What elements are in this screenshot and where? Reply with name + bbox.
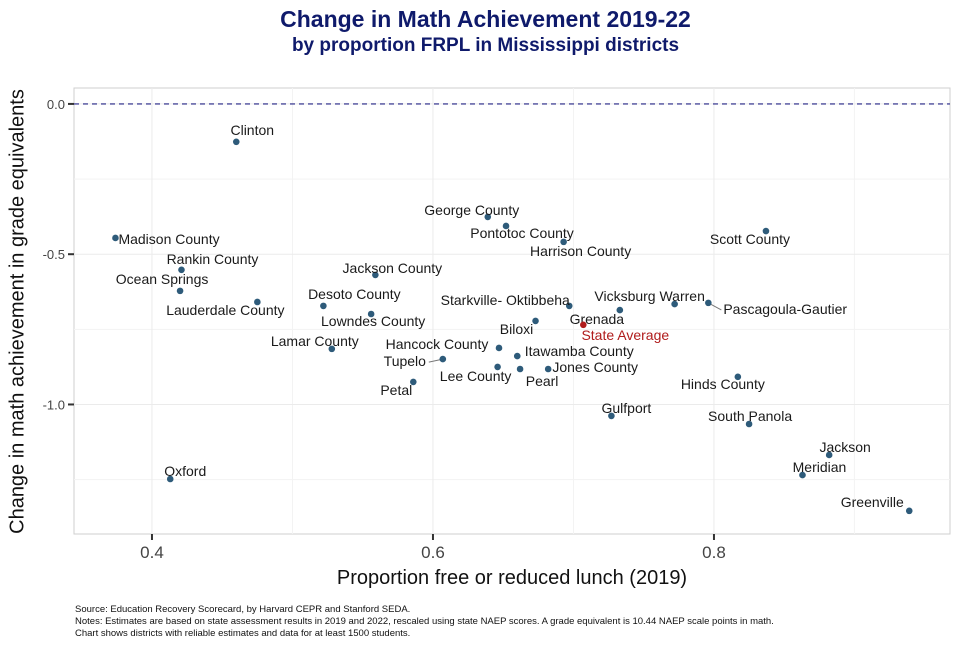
data-point — [745, 420, 753, 428]
data-point — [410, 378, 417, 386]
data-label: Pascagoula-Gautier — [723, 301, 847, 317]
data-label: Lamar County — [271, 333, 359, 349]
data-label: Meridian — [793, 459, 847, 475]
data-label: Hinds County — [681, 376, 765, 392]
data-label: Itawamba County — [525, 343, 634, 359]
data-label: Gulfport — [601, 400, 651, 416]
x-tick-label: 0.8 — [702, 543, 726, 562]
data-point — [232, 138, 240, 146]
data-label: Petal — [380, 382, 412, 398]
y-tick-label: -0.5 — [43, 247, 65, 262]
data-point — [494, 363, 501, 371]
data-label: Ocean Springs — [116, 271, 209, 287]
data-label: Clinton — [230, 122, 274, 138]
data-point — [367, 310, 375, 318]
data-label: Vicksburg Warren — [594, 288, 704, 304]
data-point — [705, 299, 712, 307]
data-point — [166, 475, 174, 483]
data-point — [176, 287, 184, 295]
data-point — [825, 451, 833, 459]
data-label: Pearl — [526, 373, 559, 389]
data-point — [439, 355, 447, 363]
data-point — [372, 271, 379, 279]
data-point — [495, 344, 503, 352]
data-label: Biloxi — [500, 321, 533, 337]
data-label: Oxford — [164, 463, 206, 479]
data-point — [616, 306, 624, 314]
data-label: Pontotoc County — [470, 225, 574, 241]
data-label: State Average — [581, 327, 669, 343]
data-label: Starkville- Oktibbeha — [441, 292, 570, 308]
x-tick-label: 0.4 — [140, 543, 164, 562]
x-axis-label: Proportion free or reduced lunch (2019) — [336, 567, 688, 589]
data-point — [484, 213, 492, 221]
data-point — [328, 345, 336, 353]
data-label: Greenville — [841, 494, 904, 510]
data-point — [799, 471, 806, 479]
data-point — [608, 412, 615, 420]
data-label: Grenada — [570, 311, 625, 327]
data-label: Harrison County — [530, 243, 631, 259]
y-tick-label: -1.0 — [43, 397, 65, 412]
source-note: Source: Education Recovery Scorecard, by… — [75, 604, 411, 615]
x-tick-label: 0.6 — [421, 543, 445, 562]
data-point — [532, 317, 539, 325]
state-average-point — [580, 321, 587, 329]
data-point — [112, 234, 119, 242]
y-tick-label: 0.0 — [47, 97, 65, 112]
data-point — [560, 238, 567, 246]
data-label: Hancock County — [386, 336, 489, 352]
data-point — [565, 302, 573, 310]
data-point — [516, 365, 524, 373]
plot-panel — [73, 87, 951, 535]
data-point — [178, 266, 185, 274]
data-label: Jackson — [819, 439, 870, 455]
data-label: Rankin County — [167, 251, 259, 267]
data-label: Jackson County — [343, 260, 443, 276]
data-point — [671, 300, 678, 308]
data-point — [905, 507, 913, 515]
coverage-note: Chart shows districts with reliable esti… — [75, 628, 411, 639]
data-point — [762, 227, 770, 235]
data-label: George County — [424, 202, 519, 218]
data-point — [502, 222, 510, 230]
data-label: South Panola — [708, 408, 792, 424]
data-point — [513, 352, 521, 360]
data-label: Tupelo — [384, 353, 427, 369]
chart-title: Change in Math Achievement 2019-22 — [280, 6, 691, 32]
data-label: Lowndes County — [321, 313, 425, 329]
method-note: Notes: Estimates are based on state asse… — [75, 616, 774, 627]
data-label: Madison County — [118, 231, 219, 247]
data-label: Scott County — [710, 231, 790, 247]
data-label: Lauderdale County — [166, 302, 284, 318]
chart-subtitle: by proportion FRPL in Mississippi distri… — [291, 35, 680, 56]
data-label: Lee County — [440, 368, 512, 384]
data-point — [734, 373, 742, 381]
data-point — [320, 302, 327, 310]
data-point — [254, 298, 261, 306]
data-label: Desoto County — [308, 286, 401, 302]
data-point — [544, 365, 552, 373]
data-label: Jones County — [552, 359, 638, 375]
